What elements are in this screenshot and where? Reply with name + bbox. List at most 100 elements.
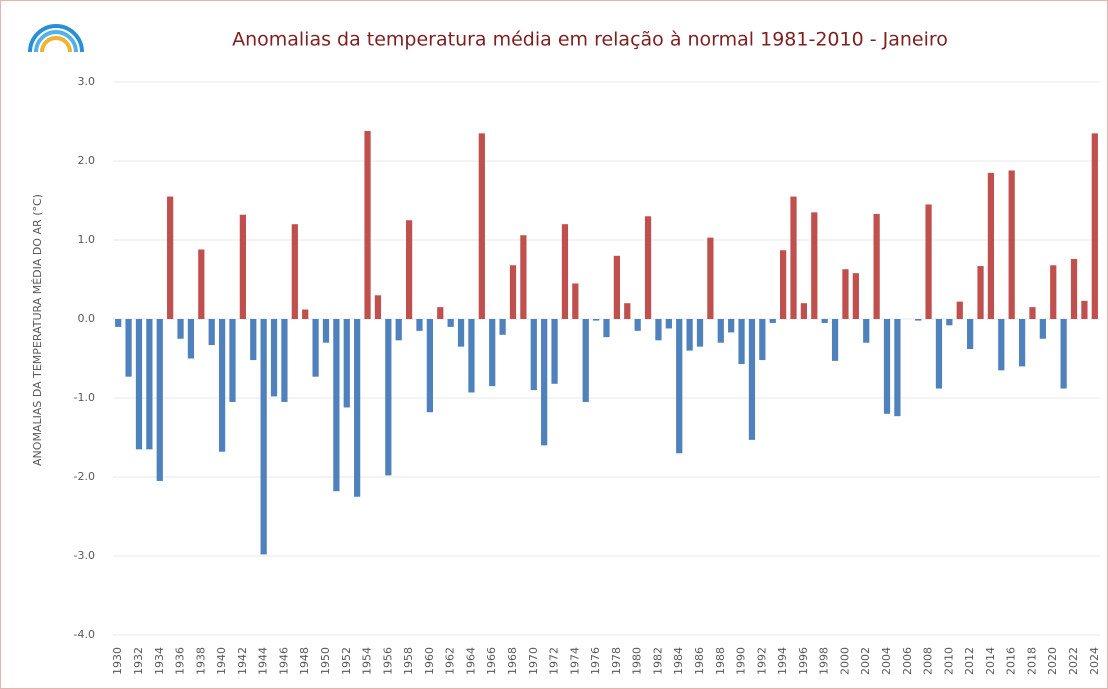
bar xyxy=(457,319,465,347)
y-tick-label: 1.0 xyxy=(78,233,96,246)
bar xyxy=(260,319,267,555)
bar xyxy=(312,319,319,377)
x-tick-label: 1988 xyxy=(714,647,727,675)
y-tick-label: -1.0 xyxy=(74,391,95,404)
bar xyxy=(780,250,787,319)
x-tick-label: 1980 xyxy=(631,647,644,675)
bar xyxy=(270,319,278,397)
x-tick-label: 1966 xyxy=(485,647,498,675)
bar xyxy=(613,255,621,319)
bar xyxy=(603,319,610,338)
x-tick-label: 1930 xyxy=(111,647,124,675)
bar xyxy=(800,303,808,319)
bar xyxy=(644,216,652,319)
bar xyxy=(655,319,662,341)
bar xyxy=(343,319,350,408)
bar xyxy=(769,319,776,323)
bar xyxy=(1018,319,1026,367)
bar xyxy=(946,319,953,326)
bar xyxy=(728,319,735,333)
x-tick-label: 1982 xyxy=(651,647,664,675)
bar xyxy=(821,319,828,323)
y-tick-label: 2.0 xyxy=(78,154,96,167)
bar xyxy=(354,319,361,497)
bar xyxy=(302,309,309,319)
bar xyxy=(426,319,433,413)
bar xyxy=(437,307,444,319)
bar xyxy=(1050,265,1057,319)
bar xyxy=(385,319,392,476)
bar xyxy=(489,319,496,387)
x-tick-label: 1954 xyxy=(361,647,374,675)
bar xyxy=(987,172,995,319)
y-tick-label: -4.0 xyxy=(74,628,95,641)
bar xyxy=(156,319,163,481)
bar xyxy=(239,214,246,319)
bar xyxy=(447,319,454,327)
bar xyxy=(852,273,859,319)
x-tick-label: 1960 xyxy=(423,647,436,675)
bar xyxy=(738,319,745,365)
bar xyxy=(998,319,1005,371)
x-tick-label: 1994 xyxy=(776,647,789,675)
x-tick-label: 1996 xyxy=(797,647,810,675)
bar xyxy=(624,303,631,319)
x-tick-label: 1948 xyxy=(298,647,311,675)
bar xyxy=(146,319,153,450)
bar xyxy=(634,319,641,331)
x-tick-label: 1942 xyxy=(236,647,249,675)
bar xyxy=(967,319,974,350)
x-tick-label: 1974 xyxy=(568,647,581,675)
x-tick-label: 2006 xyxy=(901,647,914,675)
x-tick-label: 2012 xyxy=(963,647,976,675)
x-tick-label: 1932 xyxy=(132,647,145,675)
y-tick-label: -2.0 xyxy=(74,470,95,483)
bar xyxy=(1091,133,1098,319)
x-tick-label: 1946 xyxy=(277,647,290,675)
bar xyxy=(592,319,600,321)
bar xyxy=(582,319,589,402)
bar xyxy=(748,319,756,440)
bar xyxy=(935,319,943,389)
y-axis-label: ANOMALIAS DA TEMPERATURA MÉDIA DO AR (°C… xyxy=(31,194,44,466)
x-tick-label: 1970 xyxy=(527,647,540,675)
bar xyxy=(696,319,704,347)
x-tick-label: 1992 xyxy=(755,647,768,675)
bar xyxy=(551,319,558,384)
bar xyxy=(208,319,215,346)
x-tick-label: 1938 xyxy=(194,647,207,675)
x-tick-label: 2004 xyxy=(880,647,893,675)
bar xyxy=(322,319,330,343)
y-tick-label: 3.0 xyxy=(78,75,96,88)
x-tick-label: 1952 xyxy=(340,647,353,675)
x-tick-label: 1976 xyxy=(589,647,602,675)
bar xyxy=(281,319,288,402)
bar xyxy=(759,319,766,361)
logo xyxy=(28,24,84,53)
bar xyxy=(1070,258,1078,319)
x-tick-label: 1968 xyxy=(506,647,519,675)
bar xyxy=(478,133,485,319)
bar xyxy=(250,319,257,361)
bar xyxy=(416,319,423,331)
bar xyxy=(520,235,527,319)
bar xyxy=(676,319,683,454)
bar xyxy=(364,130,371,319)
bar xyxy=(842,269,849,319)
bar xyxy=(167,196,174,319)
bar xyxy=(541,319,548,446)
bar xyxy=(509,265,517,319)
bar xyxy=(1039,319,1046,339)
x-tick-label: 1978 xyxy=(610,647,623,675)
bar xyxy=(218,319,226,452)
bar xyxy=(665,319,672,329)
bar xyxy=(831,319,839,361)
bar xyxy=(873,213,880,319)
x-tick-label: 1934 xyxy=(153,647,166,675)
y-tick-label: -3.0 xyxy=(74,549,95,562)
x-tick-label: 1986 xyxy=(693,647,706,675)
x-tick-label: 1998 xyxy=(818,647,831,675)
x-tick-label: 1940 xyxy=(215,647,228,675)
x-tick-label: 1958 xyxy=(402,647,415,675)
